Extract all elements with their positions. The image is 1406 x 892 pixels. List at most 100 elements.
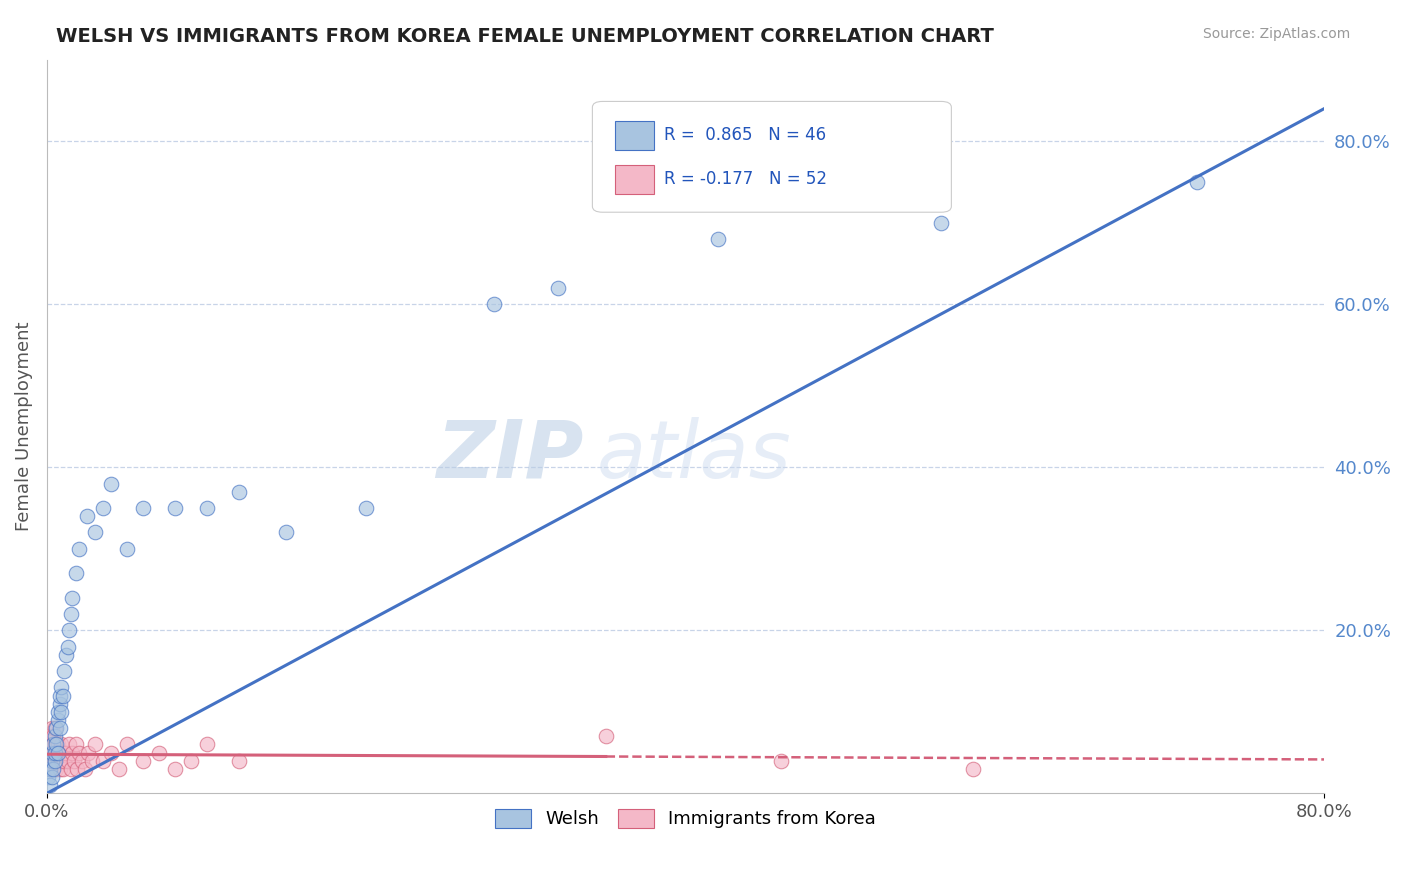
Point xyxy=(41,721,63,735)
Point xyxy=(595,729,617,743)
Point xyxy=(44,738,66,752)
Point xyxy=(37,754,59,768)
Point xyxy=(91,754,114,768)
Point xyxy=(62,746,84,760)
Point xyxy=(148,746,170,760)
Point xyxy=(51,738,73,752)
Point xyxy=(45,738,67,752)
Point xyxy=(51,681,73,695)
Point xyxy=(276,525,298,540)
Point xyxy=(65,566,87,581)
Point xyxy=(80,754,103,768)
Point xyxy=(63,754,86,768)
Point xyxy=(51,705,73,719)
Point xyxy=(48,762,70,776)
Point xyxy=(52,762,75,776)
Point xyxy=(83,738,105,752)
Legend: Welsh, Immigrants from Korea: Welsh, Immigrants from Korea xyxy=(488,802,883,836)
Point xyxy=(39,746,62,760)
FancyBboxPatch shape xyxy=(592,102,952,212)
Point xyxy=(44,721,66,735)
FancyBboxPatch shape xyxy=(616,120,654,150)
Point xyxy=(59,607,82,621)
Point xyxy=(45,746,67,760)
Point xyxy=(70,754,93,768)
Point xyxy=(44,754,66,768)
Point xyxy=(45,762,67,776)
Point xyxy=(131,754,153,768)
Point xyxy=(107,762,129,776)
Point xyxy=(39,762,62,776)
Text: atlas: atlas xyxy=(596,417,792,495)
Point xyxy=(66,762,89,776)
Point xyxy=(55,746,77,760)
Point xyxy=(45,721,67,735)
Point xyxy=(115,541,138,556)
Point xyxy=(48,689,70,703)
Point xyxy=(46,738,69,752)
Point xyxy=(163,501,186,516)
Point xyxy=(163,762,186,776)
Point xyxy=(42,762,65,776)
Point xyxy=(42,738,65,752)
Y-axis label: Female Unemployment: Female Unemployment xyxy=(15,322,32,532)
Point xyxy=(356,501,378,516)
Point xyxy=(46,713,69,727)
FancyBboxPatch shape xyxy=(616,164,654,194)
Point xyxy=(83,525,105,540)
Point xyxy=(41,754,63,768)
Point xyxy=(75,762,97,776)
Point xyxy=(42,746,65,760)
Point xyxy=(962,762,984,776)
Point xyxy=(37,770,59,784)
Text: WELSH VS IMMIGRANTS FROM KOREA FEMALE UNEMPLOYMENT CORRELATION CHART: WELSH VS IMMIGRANTS FROM KOREA FEMALE UN… xyxy=(56,27,994,45)
Point xyxy=(44,729,66,743)
Text: R =  0.865   N = 46: R = 0.865 N = 46 xyxy=(664,126,827,145)
Point xyxy=(41,754,63,768)
Point xyxy=(44,746,66,760)
Point xyxy=(67,746,90,760)
Point xyxy=(180,754,202,768)
Point xyxy=(228,754,250,768)
Point xyxy=(67,541,90,556)
Point xyxy=(46,746,69,760)
Point xyxy=(39,729,62,743)
Point xyxy=(53,664,76,678)
Point xyxy=(59,762,82,776)
Point xyxy=(52,746,75,760)
Point xyxy=(55,648,77,662)
Point xyxy=(65,738,87,752)
Point xyxy=(58,738,80,752)
Point xyxy=(195,501,218,516)
Point xyxy=(62,591,84,605)
Point xyxy=(52,689,75,703)
Point xyxy=(706,232,728,246)
Point xyxy=(228,484,250,499)
Point xyxy=(770,754,793,768)
Point xyxy=(39,778,62,792)
Point xyxy=(46,754,69,768)
Text: ZIP: ZIP xyxy=(436,417,583,495)
Text: Source: ZipAtlas.com: Source: ZipAtlas.com xyxy=(1202,27,1350,41)
Point xyxy=(77,746,100,760)
Point xyxy=(547,281,569,295)
Point xyxy=(44,754,66,768)
Point xyxy=(91,501,114,516)
Point xyxy=(37,738,59,752)
Point xyxy=(100,476,122,491)
Point xyxy=(46,705,69,719)
Point xyxy=(100,746,122,760)
Point xyxy=(58,624,80,638)
Point xyxy=(48,721,70,735)
Point xyxy=(41,770,63,784)
Point xyxy=(76,509,98,524)
Point xyxy=(482,297,505,311)
Point xyxy=(42,762,65,776)
Point xyxy=(48,746,70,760)
Point xyxy=(41,746,63,760)
Point xyxy=(48,697,70,711)
Point xyxy=(56,754,79,768)
Point xyxy=(131,501,153,516)
Point xyxy=(51,754,73,768)
Point xyxy=(1185,175,1208,189)
